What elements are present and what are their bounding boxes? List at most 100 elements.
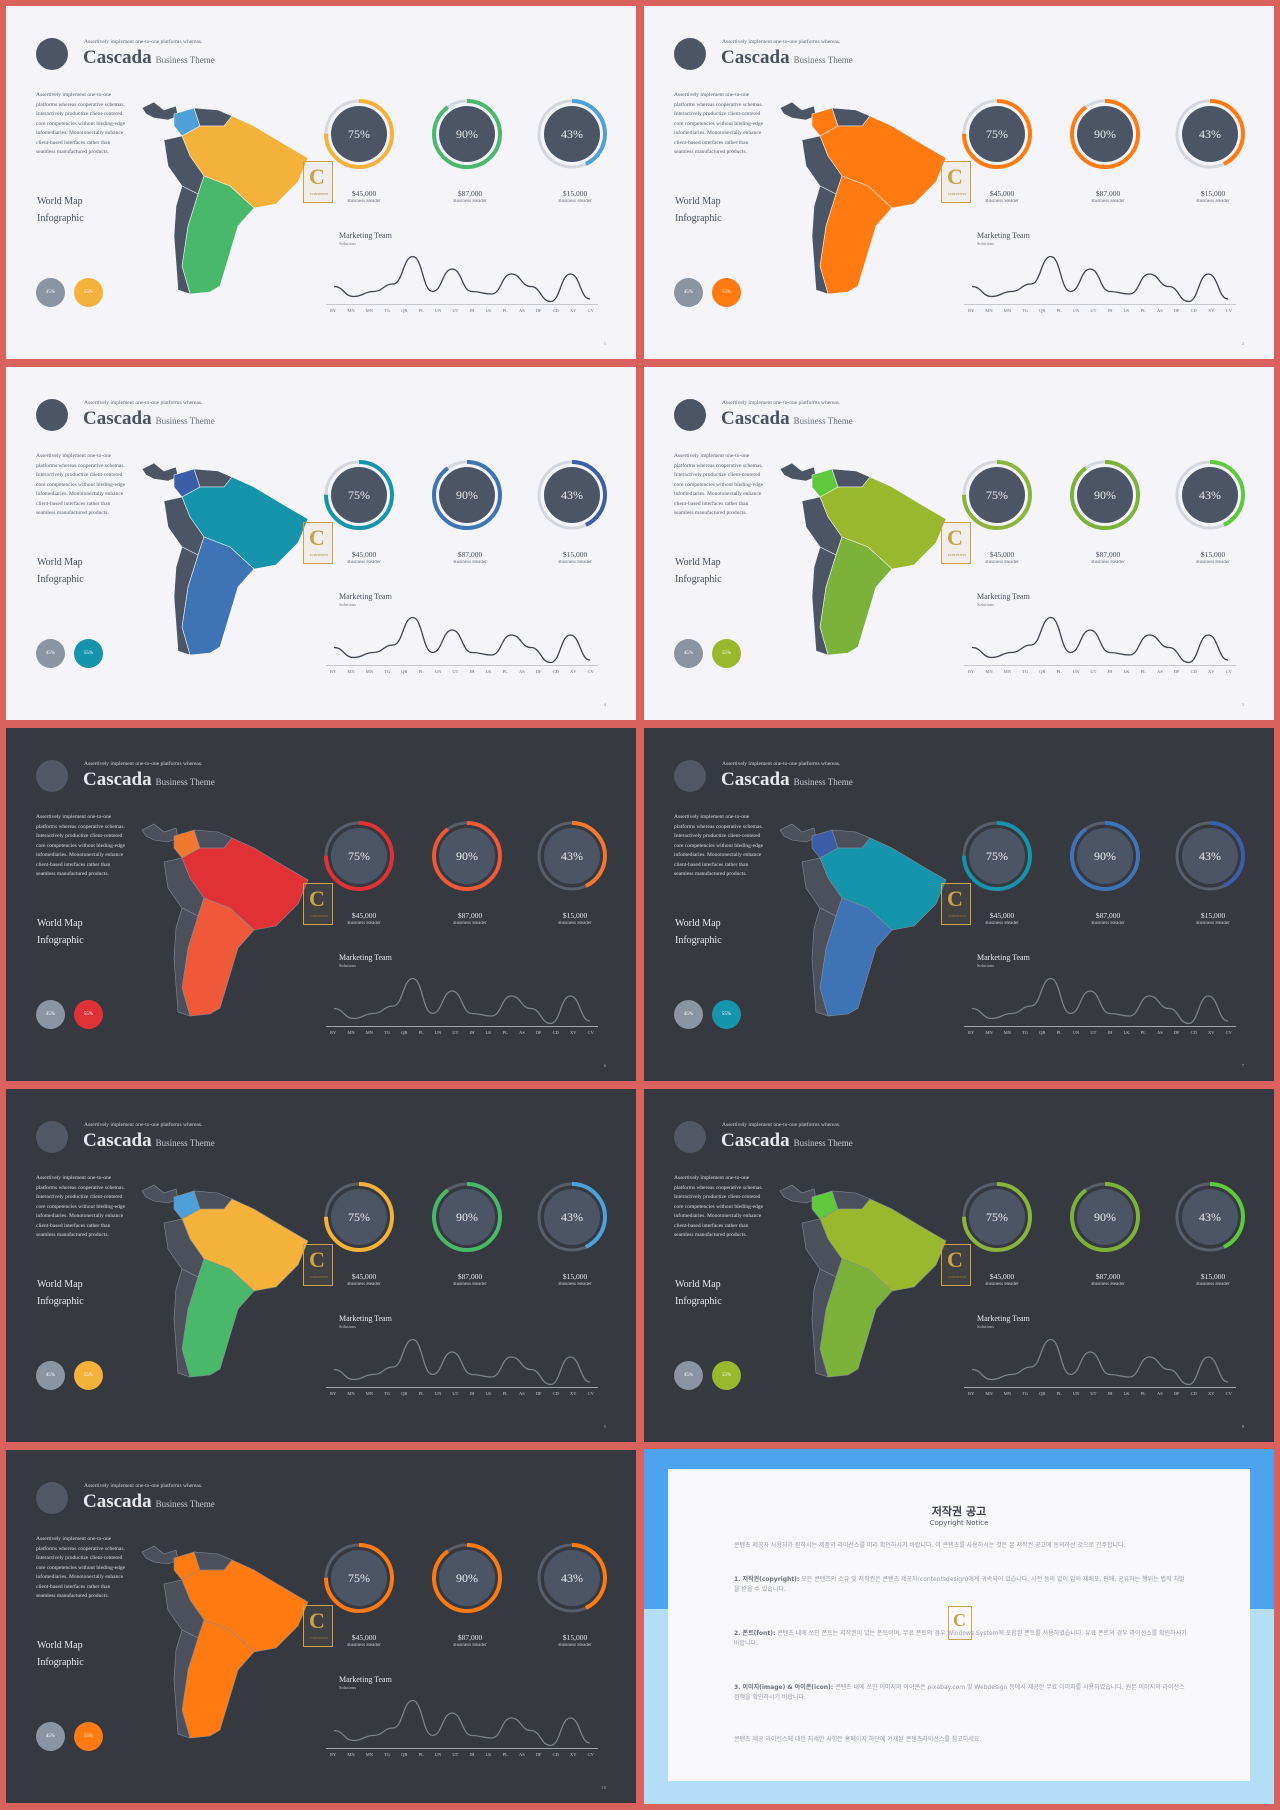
badge-text: CONTENTS <box>309 192 329 196</box>
axis-tick-label: JH <box>1107 669 1113 674</box>
slide-title-sub: Business Theme <box>793 1138 853 1148</box>
progress-ring-1: 75% <box>323 1542 395 1614</box>
ring-progress-arc <box>537 1182 607 1252</box>
progress-ring-graphic <box>537 1182 607 1252</box>
axis-tick-label: AS <box>1156 669 1163 674</box>
stat-amount: $45,000 <box>351 911 377 920</box>
ring-center <box>1077 828 1133 884</box>
slide-title-main: Cascada <box>83 408 152 429</box>
stat-header: Business Header <box>1196 921 1230 926</box>
header-circle-icon <box>36 38 68 70</box>
slide-2: Assertively implement one-to-one platfor… <box>644 6 1274 359</box>
axis-tick-label: UN <box>1072 308 1080 313</box>
line-series <box>971 255 1229 303</box>
axis-tick-label: MN <box>347 1391 355 1396</box>
stat-amount: $15,000 <box>1200 550 1226 559</box>
map-region-chile <box>811 546 837 656</box>
slide-tagline: Assertively implement one-to-one platfor… <box>722 761 841 767</box>
axis-tick-label: PL <box>1056 669 1062 674</box>
stat-header: Business Header <box>558 199 592 204</box>
axis-tick-label: DF <box>535 1752 542 1757</box>
badge-text: CONTENTS <box>309 1636 329 1640</box>
axis-tick-label: MN <box>365 669 373 674</box>
stat-header: Business Header <box>453 1643 487 1648</box>
contents-logo-badge: C CONTENTS <box>941 522 971 564</box>
stat-amount: $15,000 <box>562 189 588 198</box>
badge-text: CONTENTS <box>947 914 967 918</box>
map-region-chile <box>173 907 199 1017</box>
map-region-chile <box>811 185 837 295</box>
progress-ring-1: 75% <box>323 1181 395 1253</box>
badge-letter: C <box>947 886 963 911</box>
header-circle-icon <box>36 399 68 431</box>
copyright-notice-slide: 저작권 공고 Copyright Notice 콘텐츠 제공자 사용자가 원하시… <box>644 1449 1274 1804</box>
badge-text: CONTENTS <box>947 1275 967 1279</box>
contents-logo-badge: C CONTENTS <box>941 1244 971 1286</box>
progress-ring-1: 75% <box>323 98 395 170</box>
stat-header: Business Header <box>985 560 1019 565</box>
marketing-line-chart <box>333 1338 591 1386</box>
slide-4: Assertively implement one-to-one platfor… <box>644 367 1274 720</box>
marketing-line-chart <box>971 616 1229 664</box>
axis-tick-label: MN <box>1003 308 1011 313</box>
progress-ring-graphic <box>537 460 607 530</box>
ring-percent-label: 90% <box>1094 1209 1116 1224</box>
notice-font-text: 콘텐츠 내에 쓰인 폰트는 저작권이 있는 폰트이며, 무료 폰트의 경우 Wi… <box>734 1630 1187 1647</box>
axis-tick-label: CV <box>1225 669 1232 674</box>
notice-subtitle: Copyright Notice <box>929 1519 989 1527</box>
world-map-label: World Map <box>675 557 721 568</box>
line-series <box>333 977 591 1025</box>
ring-center <box>544 1550 600 1606</box>
axis-tick-label: CV <box>1225 1391 1232 1396</box>
stat-header: Business Header <box>453 560 487 565</box>
chart-axis-line <box>326 1748 598 1749</box>
axis-tick-label: AS <box>1156 1030 1163 1035</box>
slide-title: Cascada Business Theme <box>83 769 215 791</box>
axis-tick-label: LK <box>485 1752 492 1757</box>
slide-title-sub: Business Theme <box>155 416 215 426</box>
badge-letter: C <box>309 1247 325 1272</box>
axis-tick-label: XV <box>1208 669 1215 674</box>
axis-tick-label: PL <box>418 1752 424 1757</box>
progress-ring-graphic <box>1175 1182 1245 1252</box>
badge-letter: C <box>309 1608 325 1633</box>
axis-tick-label: CD <box>1190 669 1197 674</box>
progress-ring-graphic <box>324 99 394 169</box>
world-map-label: World Map <box>37 1279 83 1290</box>
ring-progress-arc <box>962 1182 1032 1252</box>
header-circle-icon <box>674 38 706 70</box>
world-map-label: World Map <box>37 918 83 929</box>
line-series <box>971 616 1229 664</box>
axis-tick-label: BY <box>330 669 337 674</box>
slide-title-main: Cascada <box>83 47 152 68</box>
marketing-line-chart <box>333 616 591 664</box>
progress-ring-2: 90% <box>431 98 503 170</box>
stat-amount: $15,000 <box>1200 1272 1226 1281</box>
ring-progress-arc <box>432 460 502 530</box>
axis-tick-label: LK <box>485 308 492 313</box>
axis-tick-label: PL <box>1140 1030 1146 1035</box>
axis-tick-label: QR <box>401 1391 408 1396</box>
stat-amount: $45,000 <box>351 189 377 198</box>
ring-center <box>544 106 600 162</box>
badge-text: CONTENTS <box>947 553 967 557</box>
slide-title: Cascada Business Theme <box>721 47 853 69</box>
progress-ring-graphic <box>432 821 502 891</box>
avatar-female-icon: 55% <box>712 278 741 307</box>
ring-percent-label: 75% <box>348 848 370 863</box>
ring-center <box>544 467 600 523</box>
map-central-america <box>141 101 179 121</box>
slide-title: Cascada Business Theme <box>721 769 853 791</box>
slide-body-text: Assertively implement one-to-one platfor… <box>36 453 126 516</box>
axis-tick-label: JH <box>469 1030 475 1035</box>
axis-tick-label: LK <box>485 1030 492 1035</box>
ring-center <box>969 467 1025 523</box>
stat-header: Business Header <box>985 199 1019 204</box>
ring-percent-label: 90% <box>456 126 478 141</box>
axis-tick-label: UT <box>1090 1391 1097 1396</box>
slide-tagline: Assertively implement one-to-one platfor… <box>84 761 203 767</box>
stat-amount: $15,000 <box>562 1633 588 1642</box>
ring-center <box>331 828 387 884</box>
ring-center <box>1182 828 1238 884</box>
solutions-label: Solutions <box>977 602 995 607</box>
